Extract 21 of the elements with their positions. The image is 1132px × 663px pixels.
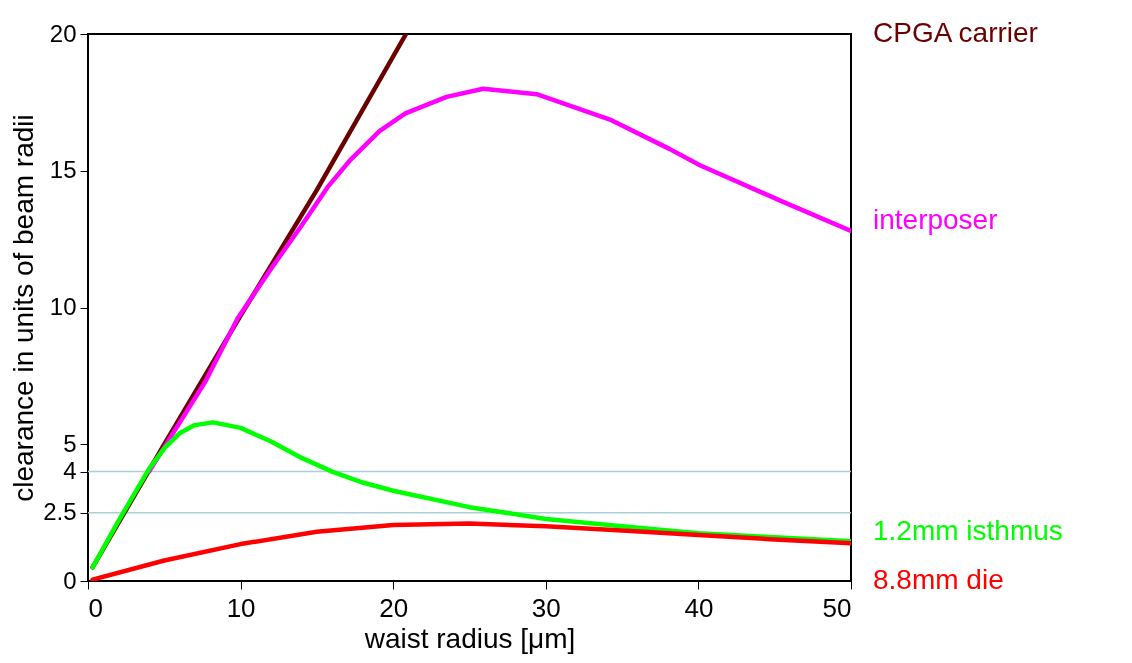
y-tick-label: 15 — [49, 156, 77, 184]
y-tick-label: 5 — [63, 429, 77, 457]
line-series — [90, 521, 851, 581]
y-tick-label: 20 — [49, 19, 77, 47]
y-tick-label: 2.5 — [43, 498, 77, 526]
y-axis-title: clearance in units of beam radii — [8, 114, 40, 502]
series-label: 1.2mm isthmus — [873, 514, 1063, 546]
x-tick-label: 0 — [88, 592, 103, 623]
x-axis-title: waist radius [μm] — [363, 622, 576, 654]
x-tick-label: 10 — [226, 592, 256, 623]
x-tick-label: 30 — [531, 592, 561, 623]
x-tick-label: 20 — [379, 592, 409, 623]
line-series — [146, 86, 851, 474]
y-tick-label: 10 — [49, 293, 77, 320]
text: CPGA carrier — [873, 17, 1038, 48]
y-tick-label: 4 — [63, 457, 77, 485]
y-tick-label: 0 — [63, 566, 77, 594]
x-tick-label: 40 — [684, 592, 714, 623]
series-label: 8.8mm die — [873, 564, 1004, 595]
x-tick-label: 50 — [822, 592, 852, 623]
series-label: interposer — [873, 204, 998, 236]
